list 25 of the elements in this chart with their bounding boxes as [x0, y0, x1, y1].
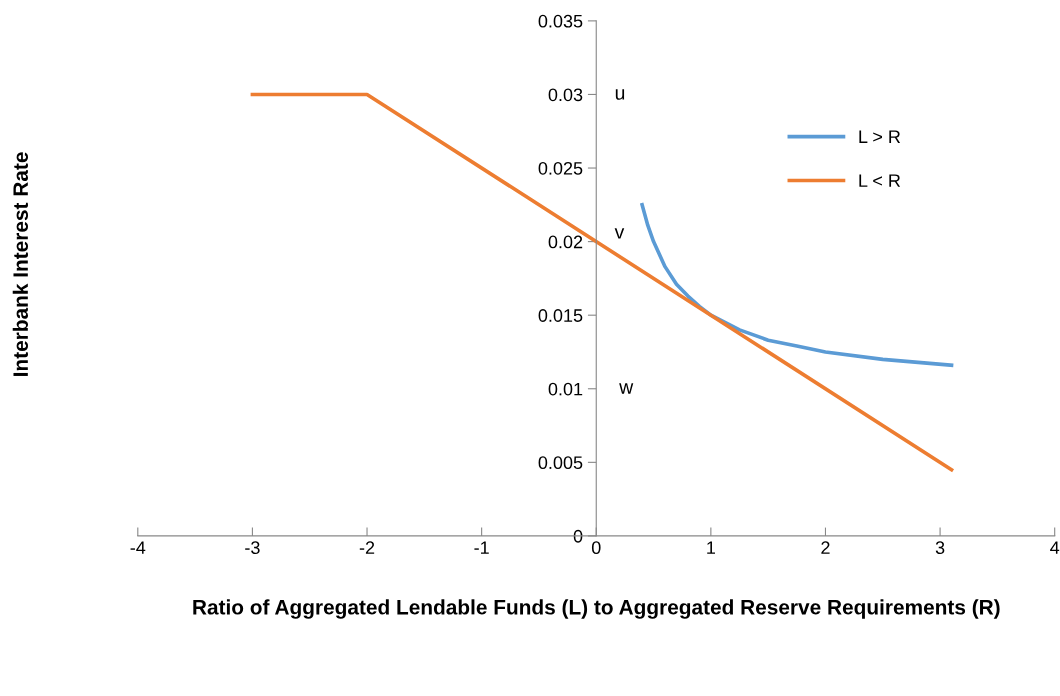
x-tick-label: 4 [1050, 541, 1060, 554]
legend-label: L < R [859, 174, 901, 187]
y-tick-label: 0.01 [548, 382, 583, 396]
y-tick-label: 0.025 [538, 161, 583, 175]
annotation: v [614, 228, 625, 239]
x-tick-label: 0 [591, 541, 601, 555]
annotation: u [615, 89, 625, 100]
x-tick-label: 3 [935, 541, 945, 555]
y-tick-label: 0.035 [538, 14, 583, 28]
y-axis-title: Interbank Interest Rate [12, 152, 29, 376]
x-tick-label: 2 [821, 541, 830, 554]
legend-label: L > R [859, 130, 901, 143]
x-axis-title: Ratio of Aggregated Lendable Funds (L) to Aggregated Reserve Requirements (R) [193, 599, 1000, 619]
y-tick-label: 0.03 [548, 88, 583, 102]
annotation: w [619, 383, 634, 394]
y-tick-label: 0.015 [538, 309, 583, 322]
y-tick-label: 0 [573, 529, 583, 543]
x-tick-label: -3 [245, 541, 260, 555]
line-series [640, 203, 954, 368]
y-tick-label: 0.005 [538, 456, 583, 470]
x-tick-label: -4 [130, 541, 146, 554]
x-tick-label: -2 [359, 541, 375, 554]
x-tick-label: -1 [474, 541, 489, 554]
y-tick-label: 0.02 [548, 235, 583, 249]
x-tick-label: 1 [707, 541, 715, 554]
